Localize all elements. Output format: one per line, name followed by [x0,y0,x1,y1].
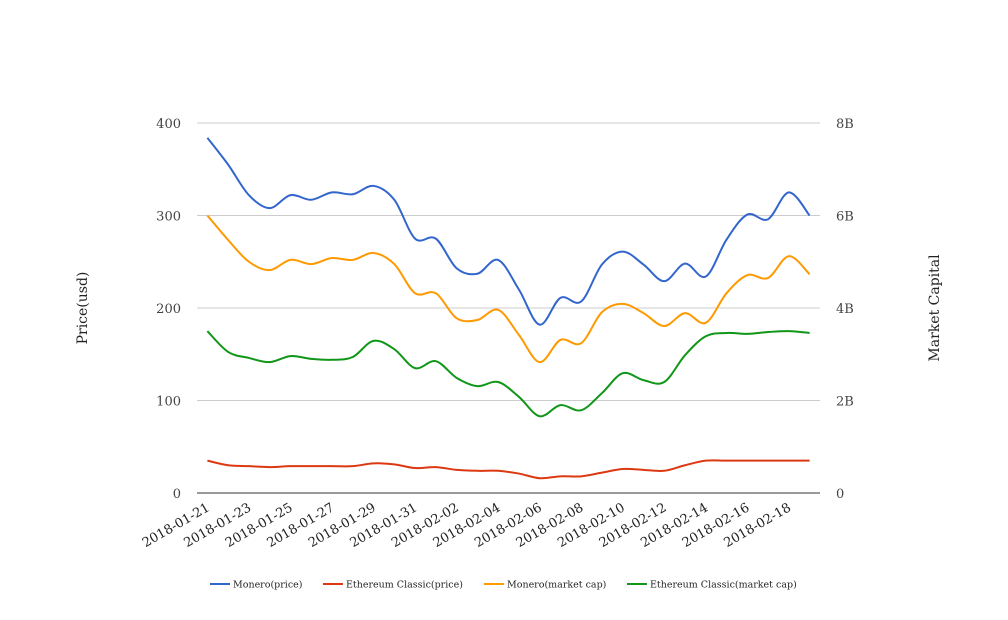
series-line-3 [206,330,810,418]
y2-tick-label: 6B [836,210,854,225]
y-tick-label: 300 [156,210,181,225]
legend-item[interactable]: Ethereum Classic(market cap) [627,580,797,591]
y2-axis-title: Market Capital [927,254,943,362]
series-line-2 [206,214,811,364]
left-axis-ticks: 0 100 200 300 400 [156,117,181,502]
gridlines [197,122,820,401]
legend-label: Ethereum Classic(market cap) [650,580,797,591]
series-line-1 [207,459,810,480]
y-tick-label: 0 [173,487,181,502]
legend-item[interactable]: Ethereum Classic(price) [323,580,463,591]
legend-item[interactable]: Monero(price) [210,580,302,591]
y2-tick-label: 2B [836,395,854,410]
y2-tick-label: 4B [836,302,854,317]
y2-tick-label: 8B [836,117,854,132]
x-axis-ticks: 2018-01-212018-01-232018-01-252018-01-27… [140,500,794,550]
legend-label: Ethereum Classic(price) [346,580,463,591]
y-tick-label: 200 [156,302,181,317]
series-line-0 [206,137,811,326]
y-tick-label: 400 [156,117,181,132]
y2-tick-label: 0 [836,487,844,502]
legend-label: Monero(market cap) [507,580,606,591]
y-tick-label: 100 [156,395,181,410]
series-lines [206,137,811,480]
right-axis-ticks: 0 2B 4B 6B 8B [836,117,854,502]
legend: Monero(price) Ethereum Classic(price) Mone… [210,580,797,591]
legend-label: Monero(price) [233,580,302,591]
y-axis-title: Price(usd) [75,272,91,345]
legend-item[interactable]: Monero(market cap) [484,580,606,591]
